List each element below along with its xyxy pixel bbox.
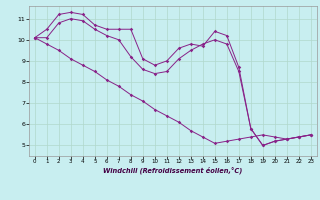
- X-axis label: Windchill (Refroidissement éolien,°C): Windchill (Refroidissement éolien,°C): [103, 167, 243, 174]
